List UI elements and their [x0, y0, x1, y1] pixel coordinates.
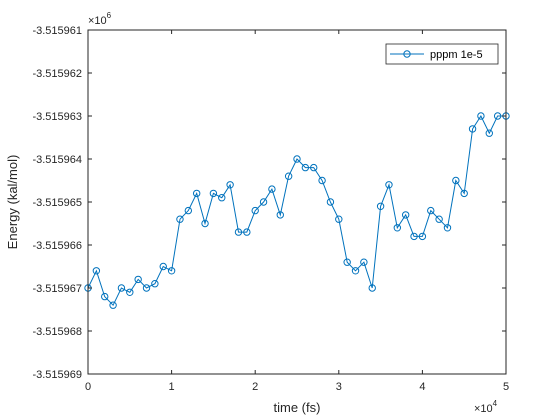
y-axis-label: Energy (kal/mol)	[5, 155, 20, 250]
y-axis: -3.515961 -3.515962 -3.515963 -3.515964 -3.5…	[32, 25, 506, 381]
data-point	[376, 202, 385, 211]
data-point	[284, 172, 293, 180]
data-point	[109, 301, 117, 309]
plot-area	[88, 30, 506, 374]
data-point	[335, 215, 343, 223]
data-point	[234, 228, 243, 236]
data-point	[452, 176, 460, 185]
data-point	[117, 284, 126, 292]
y-tick-label: -3.515963	[32, 111, 82, 123]
data-point	[176, 215, 184, 223]
data-point	[101, 292, 109, 301]
data-point	[368, 284, 376, 292]
data-point	[184, 206, 193, 215]
y-tick-label: -3.515964	[32, 154, 82, 166]
data-point	[192, 189, 201, 198]
data-point	[151, 280, 159, 288]
data-point	[351, 267, 360, 275]
data-point	[201, 219, 209, 228]
y-tick-label: -3.515969	[32, 369, 82, 381]
data-point	[134, 275, 142, 284]
data-point	[218, 194, 226, 202]
data-point	[251, 206, 259, 215]
data-point	[301, 163, 310, 172]
x-tick-label: 5	[503, 381, 509, 393]
data-point	[393, 224, 402, 232]
data-point	[468, 125, 477, 133]
data-point	[310, 163, 318, 172]
x-tick-label: 1	[169, 381, 175, 393]
data-point	[326, 198, 335, 206]
y-tick-label: -3.515962	[32, 68, 82, 80]
data-point	[243, 228, 251, 236]
data-point	[493, 112, 502, 120]
y-tick-label: -3.515967	[32, 283, 82, 295]
data-point	[385, 181, 393, 189]
data-point	[259, 198, 268, 206]
x-tick-label: 0	[85, 381, 91, 393]
data-point	[427, 206, 435, 215]
legend-entry-label: pppm 1e-5	[430, 49, 483, 61]
data-point	[167, 267, 176, 275]
data-point	[209, 189, 218, 198]
data-point	[142, 284, 151, 292]
legend-marker-icon	[403, 50, 411, 58]
series-layer	[84, 112, 510, 309]
x-axis-exponent: ×104	[474, 399, 498, 415]
y-tick-label: -3.515966	[32, 240, 82, 252]
y-axis-exponent: ×106	[88, 11, 112, 27]
x-tick-label: 2	[252, 381, 258, 393]
legend-box	[385, 43, 499, 65]
data-point	[268, 185, 276, 193]
data-point	[293, 155, 301, 163]
data-point	[159, 262, 167, 271]
data-point	[460, 189, 468, 198]
data-point	[276, 211, 284, 219]
data-point	[92, 267, 101, 275]
data-point	[401, 211, 410, 219]
data-point	[410, 232, 418, 241]
y-tick-label: -3.515965	[32, 197, 82, 209]
y-tick-label: -3.515961	[32, 25, 82, 37]
x-tick-label: 4	[419, 381, 425, 393]
data-point	[226, 181, 234, 189]
x-axis: 0 1 2 3 4 5	[85, 30, 509, 393]
data-point	[318, 176, 326, 185]
data-point	[343, 258, 351, 266]
legend[interactable]: pppm 1e-5	[385, 43, 499, 65]
series-line	[87, 114, 506, 307]
data-point	[443, 224, 452, 232]
data-point	[477, 112, 485, 120]
data-point	[485, 129, 493, 137]
x-axis-label: time (fs)	[274, 400, 321, 415]
data-point	[360, 258, 368, 266]
data-point	[418, 232, 427, 241]
x-tick-label: 3	[336, 381, 342, 393]
y-tick-label: -3.515968	[32, 326, 82, 338]
data-point	[126, 288, 134, 296]
data-point	[435, 215, 443, 223]
